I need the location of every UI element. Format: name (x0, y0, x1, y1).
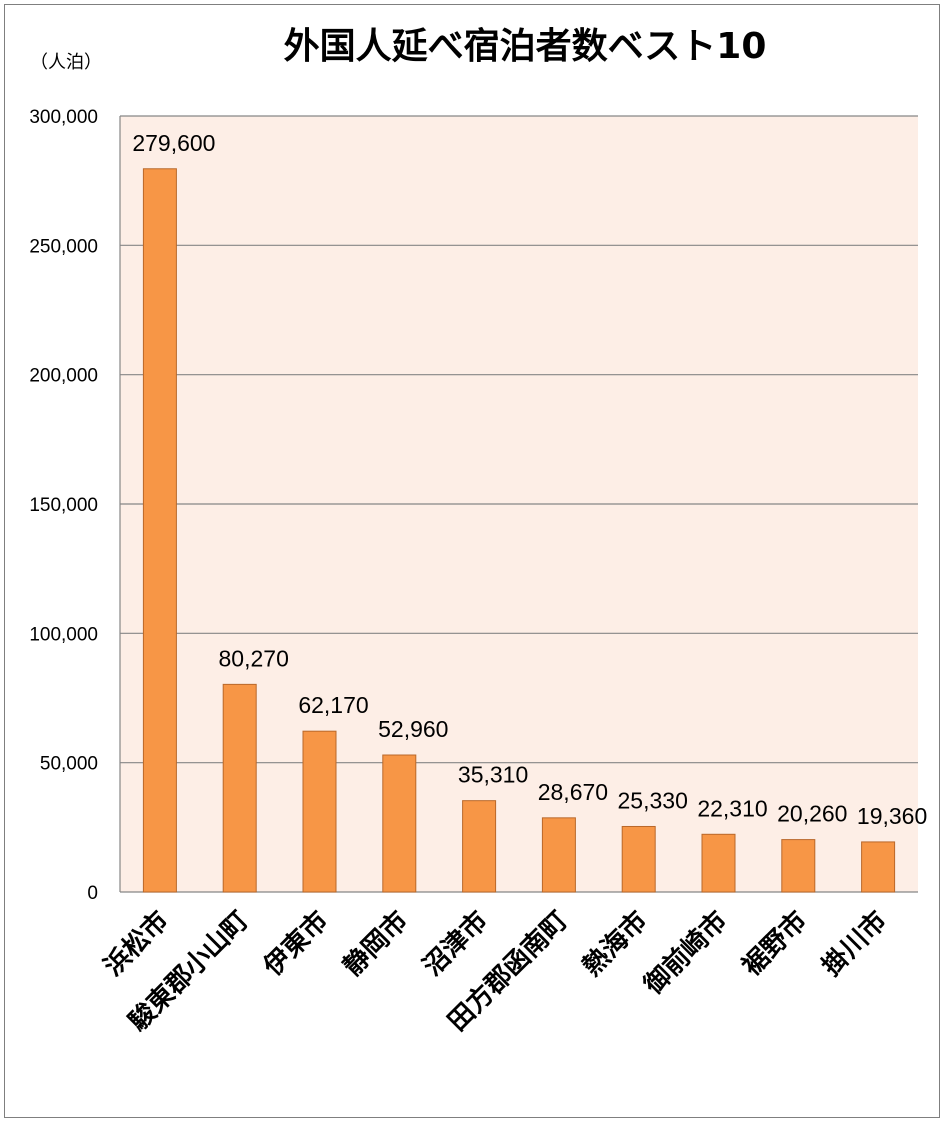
x-tick-label: 掛川市 (816, 905, 893, 982)
x-tick-label: 伊東市 (257, 905, 335, 983)
y-axis-unit-label: （人泊） (30, 52, 102, 73)
y-tick-label: 200,000 (29, 366, 98, 387)
data-label: 22,310 (697, 795, 767, 821)
y-tick-label: 0 (87, 883, 98, 904)
chart-title: 外国人延べ宿泊者数ベスト10 (284, 26, 767, 67)
x-tick-label: 裾野市 (736, 905, 813, 982)
data-label: 20,260 (777, 801, 847, 827)
bar (621, 825, 656, 893)
data-label: 52,960 (378, 716, 448, 742)
data-label: 25,330 (618, 787, 688, 813)
data-label: 62,170 (298, 692, 368, 718)
bar (382, 754, 417, 893)
y-tick-label: 300,000 (29, 107, 98, 128)
y-tick-label: 150,000 (29, 495, 98, 516)
data-label: 19,360 (857, 803, 927, 829)
data-label: 35,310 (458, 762, 528, 788)
x-tick-label: 御前崎市 (637, 905, 733, 1001)
x-tick-label: 沼津市 (417, 905, 494, 982)
bar (861, 841, 896, 893)
bar (142, 168, 177, 893)
bar (781, 839, 816, 893)
y-tick-label: 50,000 (40, 754, 98, 775)
y-axis-ticks: 0 50,000 100,000 150,000 200,000 250,000 300,0… (29, 107, 98, 904)
data-label: 28,670 (538, 779, 608, 805)
data-labels: 279,600 80,270 62,170 52,960 35,310 28,670 25,… (132, 130, 927, 829)
x-tick-label: 熱海市 (577, 905, 654, 982)
x-tick-label: 静岡市 (337, 905, 414, 982)
bar (541, 817, 576, 893)
x-tick-label: 浜松市 (98, 905, 175, 982)
data-label: 80,270 (219, 645, 289, 671)
bars (142, 168, 896, 893)
bar (222, 683, 257, 893)
y-tick-label: 100,000 (29, 624, 98, 645)
bar (701, 833, 736, 893)
bar (302, 730, 337, 893)
bar (462, 800, 497, 893)
y-tick-label: 250,000 (29, 236, 98, 257)
data-label: 279,600 (132, 130, 215, 156)
